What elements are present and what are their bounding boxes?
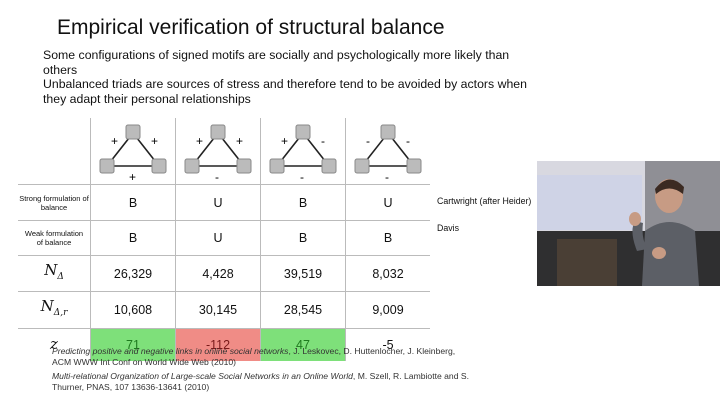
n-delta-row: NΔ 26,329 4,428 39,519 8,032 — [18, 255, 430, 292]
strong-cell-4: U — [345, 184, 430, 221]
reference-2-details: , M. Szell, R. Lambiotte and S. Thurner,… — [52, 371, 469, 392]
sign-right: + — [236, 134, 243, 148]
balance-table: + + + + + - — [18, 118, 430, 361]
sign-right: - — [406, 134, 410, 148]
triad-diagram-2: + + - — [184, 124, 252, 181]
reference-2-title: Multi-relational Organization of Large-s… — [52, 371, 353, 381]
strong-cell-2: U — [175, 184, 261, 221]
n-delta-r-cell-3: 28,545 — [260, 291, 346, 329]
sign-left: + — [196, 134, 203, 148]
weak-cell-2: U — [175, 220, 261, 256]
n-delta-r-label: NΔ,r — [18, 291, 91, 329]
strong-cell-3: B — [260, 184, 346, 221]
n-delta-r-row: NΔ,r 10,608 30,145 28,545 9,009 — [18, 291, 430, 329]
motif-cell-4: - - - — [345, 118, 430, 185]
reference-1-title: Predicting positive and negative links i… — [52, 346, 289, 356]
reference-1-details: , J. Leskovec, D. Huttenlocher, J. Klein… — [52, 346, 456, 367]
weak-balance-note: Davis — [437, 223, 459, 233]
intro-text: Some configurations of signed motifs are… — [43, 48, 543, 106]
strong-label-line-1: Strong formulation of — [19, 193, 89, 203]
n-delta-cell-1: 26,329 — [90, 255, 176, 292]
strong-balance-note: Cartwright (after Heider) — [437, 196, 532, 206]
n-delta-r-cell-4: 9,009 — [345, 291, 430, 329]
z-cell-2: -112 — [175, 328, 261, 361]
strong-balance-row: Strong formulation of balance B U B U — [18, 184, 430, 221]
n-delta-cell-4: 8,032 — [345, 255, 430, 292]
strong-cell-1: B — [90, 184, 176, 221]
sign-bottom: - — [215, 170, 219, 181]
z-cell-1: 71 — [90, 328, 176, 361]
weak-balance-label: Weak formulation of balance — [18, 220, 91, 256]
sign-right: - — [321, 134, 325, 148]
z-cell-4: -5 — [382, 338, 394, 352]
motif-cell-3: + - - — [260, 118, 346, 185]
sign-left: + — [111, 134, 118, 148]
weak-cell-4: B — [345, 220, 430, 256]
n-delta-r-symbol: NΔ,r — [40, 297, 68, 318]
motif-row-header — [18, 118, 91, 185]
n-delta-cell-3: 39,519 — [260, 255, 346, 292]
slide-title: Empirical verification of structural bal… — [57, 16, 445, 39]
sign-right: + — [151, 134, 158, 148]
triad-diagram-4: - - - — [354, 124, 422, 181]
reference-1: Predicting positive and negative links i… — [52, 346, 472, 368]
references: Predicting positive and negative links i… — [52, 346, 472, 396]
strong-label-line-2: balance — [40, 202, 68, 212]
n-delta-symbol: NΔ — [44, 260, 64, 282]
intro-line-2: Unbalanced triads are sources of stress … — [43, 77, 527, 106]
sign-left: - — [366, 134, 370, 148]
weak-balance-row: Weak formulation of balance B U B B — [18, 220, 430, 256]
z-symbol: z — [50, 334, 58, 353]
sign-bottom: - — [385, 170, 389, 181]
sign-bottom: - — [300, 170, 304, 181]
sign-left: + — [281, 134, 288, 148]
reference-2: Multi-relational Organization of Large-s… — [52, 371, 472, 393]
n-delta-r-cell-2: 30,145 — [175, 291, 261, 329]
motif-cell-2: + + - — [175, 118, 261, 185]
strong-balance-label: Strong formulation of balance — [18, 184, 91, 221]
motif-cell-1: + + + — [90, 118, 176, 185]
weak-label-line-1: Weak formulation — [24, 229, 84, 238]
sign-bottom: + — [129, 170, 136, 181]
z-score-row: z 71 -112 47 -5 — [18, 328, 430, 361]
triad-diagram-3: + - - — [269, 124, 337, 181]
weak-cell-1: B — [90, 220, 176, 256]
z-cell-3: 47 — [260, 328, 346, 361]
z-score-label: z — [18, 328, 91, 361]
speaker-video-image — [537, 161, 720, 286]
n-delta-label: NΔ — [18, 255, 91, 292]
weak-cell-3: B — [260, 220, 346, 256]
motif-row: + + + + + - — [18, 118, 430, 185]
intro-line-1: Some configurations of signed motifs are… — [43, 48, 510, 77]
triad-diagram-1: + + + — [99, 124, 167, 181]
n-delta-cell-2: 4,428 — [175, 255, 261, 292]
speaker-video-inset — [537, 161, 720, 286]
n-delta-r-cell-1: 10,608 — [90, 291, 176, 329]
weak-label-line-2: of balance — [36, 238, 72, 247]
